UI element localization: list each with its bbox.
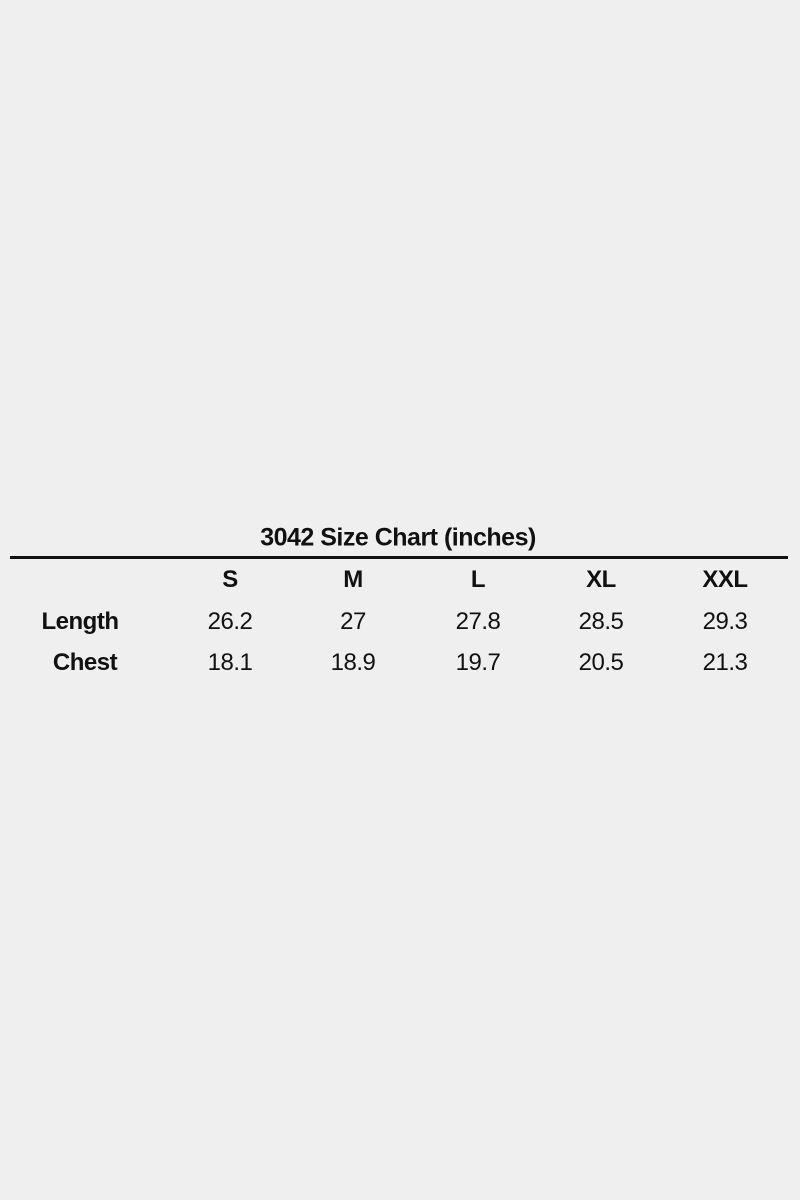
- table-cell: 27: [340, 608, 366, 635]
- table-cell: 28.5: [578, 608, 624, 635]
- size-header-m: M: [343, 566, 363, 593]
- table-cell: 26.2: [207, 608, 253, 635]
- size-header-xl: XL: [586, 566, 616, 593]
- row-label-length: Length: [41, 608, 119, 635]
- size-header-xxl: XXL: [702, 566, 748, 593]
- title-divider: [10, 556, 788, 559]
- row-label-chest: Chest: [52, 649, 118, 676]
- table-cell: 19.7: [455, 649, 501, 676]
- size-header-s: S: [222, 566, 238, 593]
- table-cell: 18.1: [207, 649, 253, 676]
- table-cell: 21.3: [702, 649, 748, 676]
- table-cell: 29.3: [702, 608, 748, 635]
- table-cell: 27.8: [455, 608, 501, 635]
- table-cell: 18.9: [330, 649, 376, 676]
- table-cell: 20.5: [578, 649, 624, 676]
- size-chart-title: 3042 Size Chart (inches): [260, 523, 536, 552]
- size-header-l: L: [470, 566, 486, 593]
